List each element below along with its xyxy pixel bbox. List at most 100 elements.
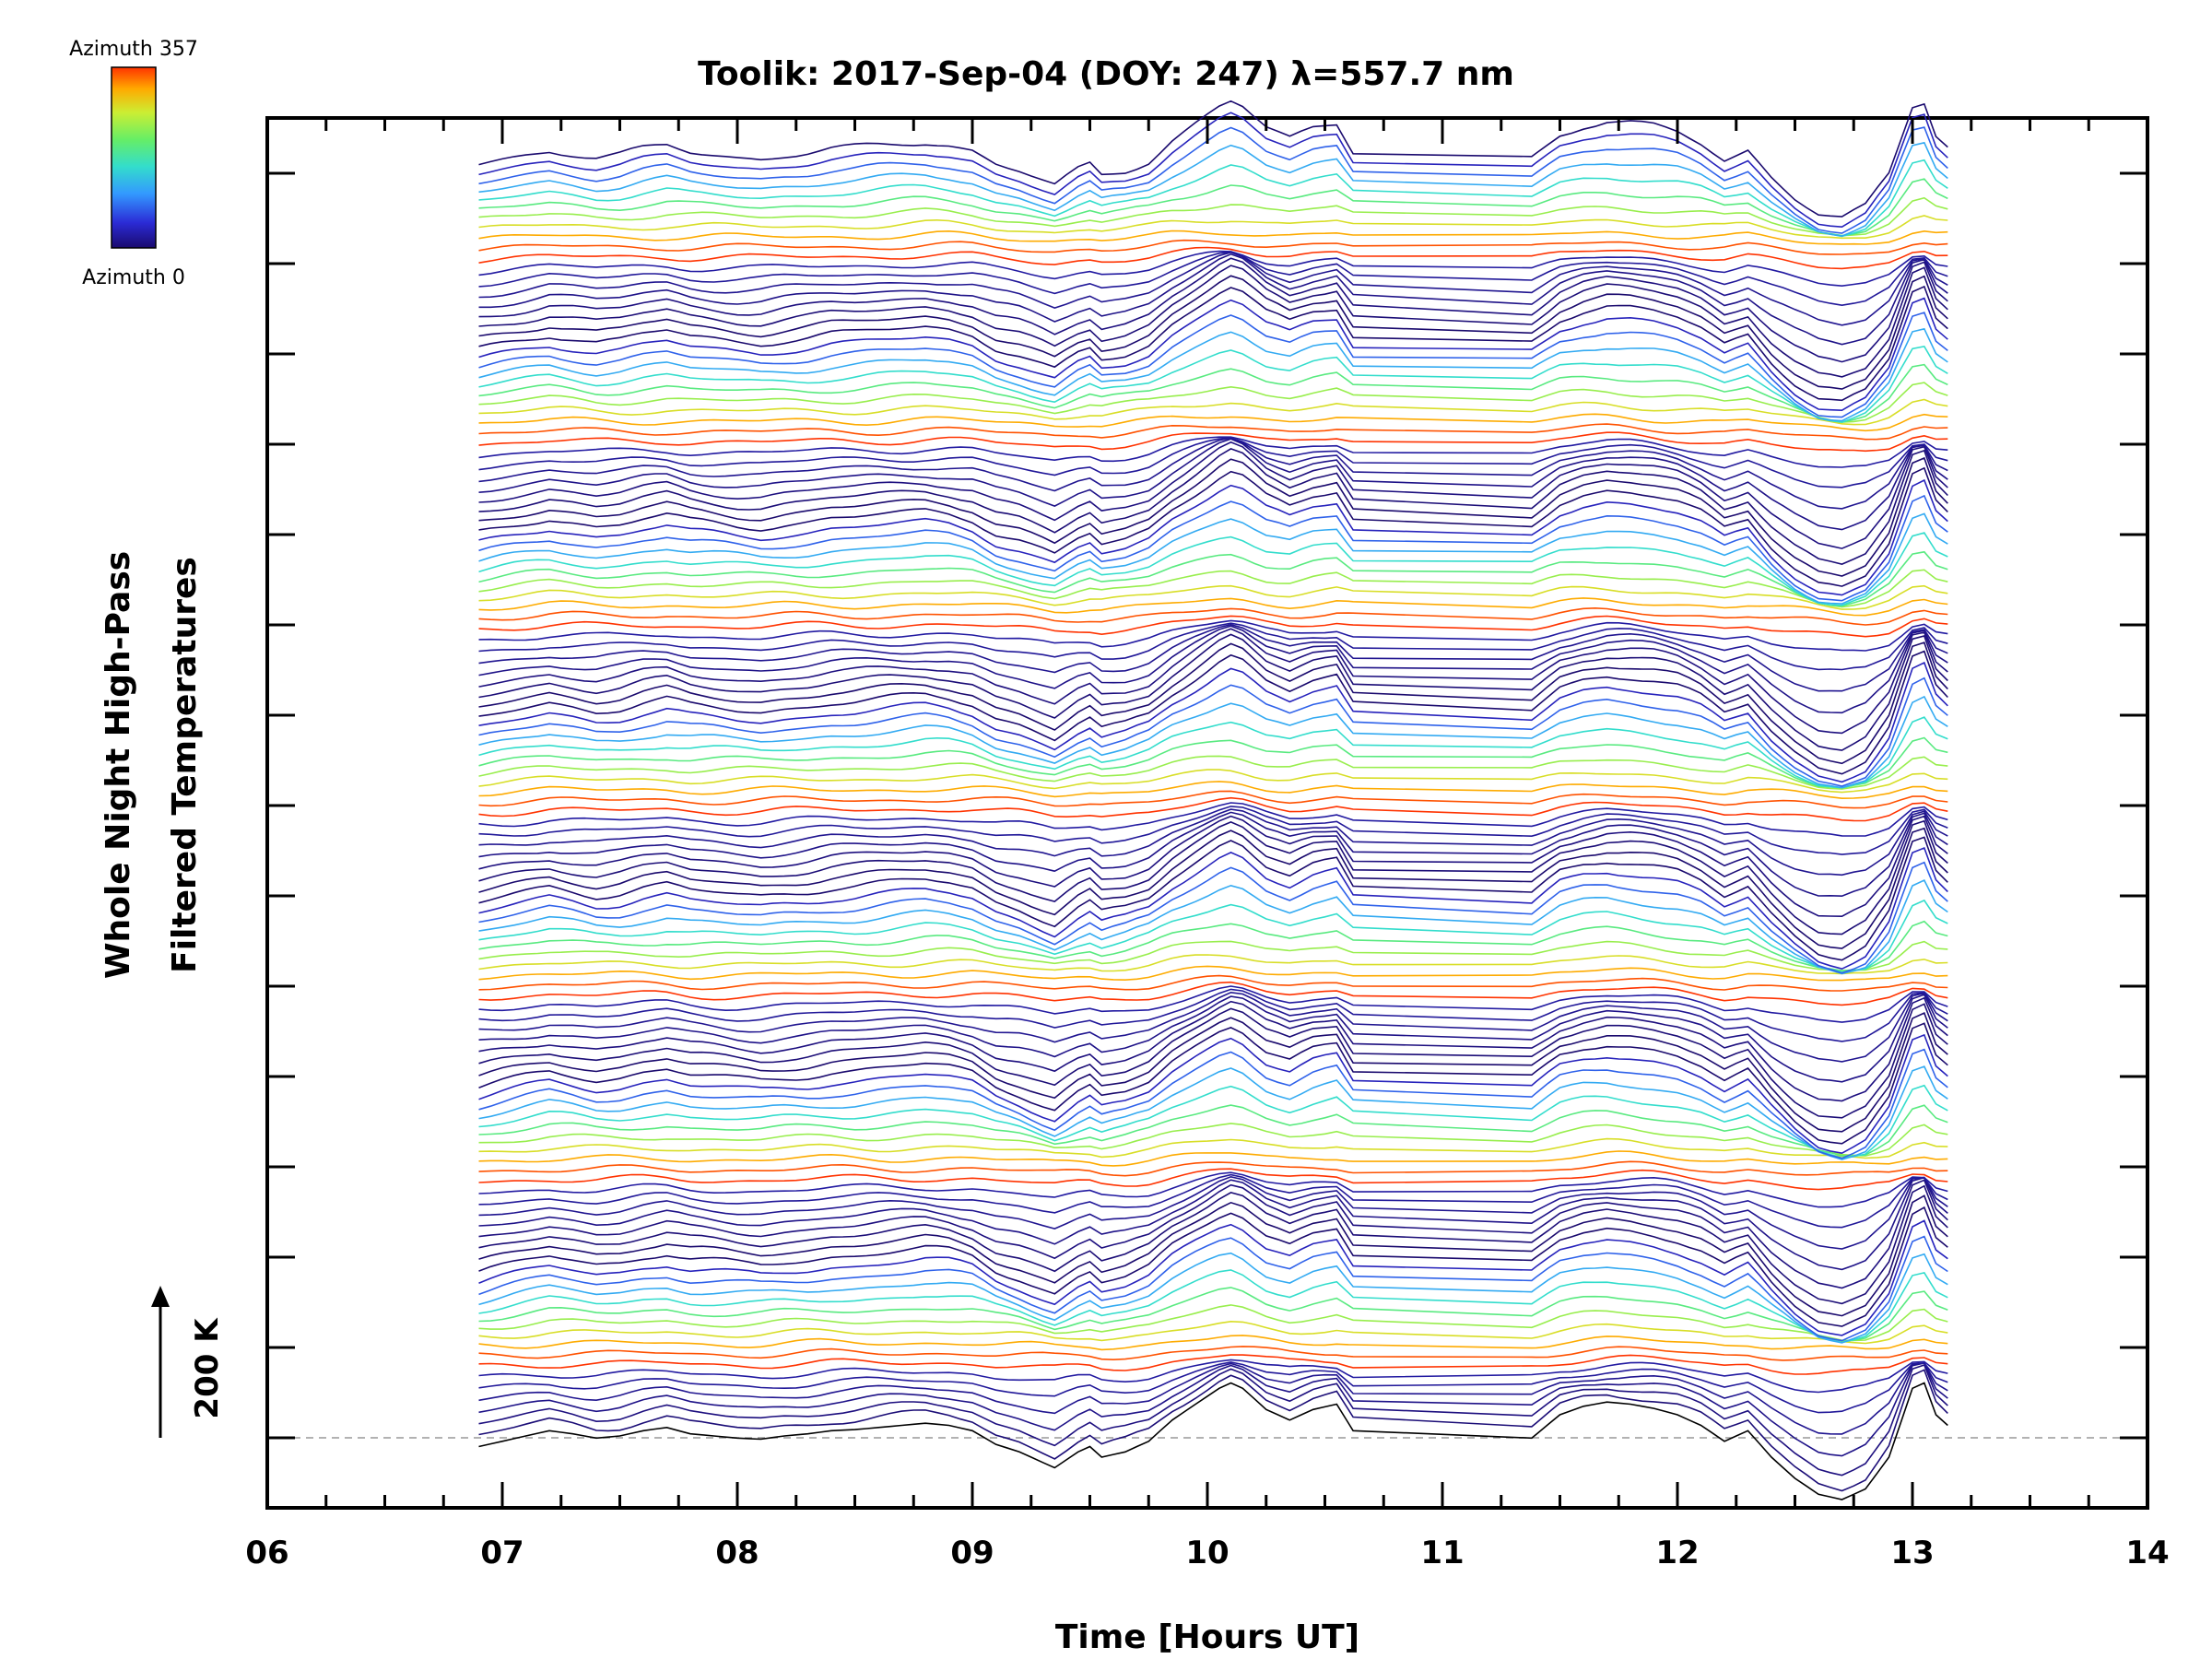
series-line <box>478 382 1948 423</box>
series-line <box>478 861 1948 974</box>
series-line <box>478 790 1948 809</box>
series-line <box>478 1173 1948 1229</box>
series-line <box>478 1362 1948 1435</box>
series-line <box>478 661 1948 783</box>
series-line <box>478 1179 1948 1289</box>
series-line <box>478 239 1948 255</box>
series-line <box>478 1003 1948 1119</box>
series-line <box>478 606 1948 626</box>
series-line <box>478 806 1948 855</box>
x-tick-label: 10 <box>1185 1535 1229 1571</box>
x-axis-label: Time [Hours UT] <box>1055 1618 1359 1656</box>
series-line <box>478 819 1948 935</box>
series-line <box>478 641 1948 765</box>
series-line <box>478 736 1948 789</box>
series-line <box>478 1304 1948 1342</box>
series-line <box>478 1369 1948 1492</box>
series-line <box>478 1320 1948 1345</box>
series-line <box>478 252 1948 326</box>
series-line <box>478 615 1948 638</box>
series-line <box>478 438 1948 531</box>
series-line <box>478 251 1948 307</box>
series-line <box>478 550 1948 607</box>
series-line <box>478 126 1948 234</box>
data-lines <box>478 100 1948 1500</box>
series-line <box>478 808 1948 877</box>
series-line <box>478 920 1948 972</box>
colorbar-bottom-label: Azimuth 0 <box>82 266 185 289</box>
series-line <box>478 940 1948 972</box>
series-line <box>478 981 1948 1006</box>
series-line <box>478 1012 1948 1133</box>
series-line <box>478 1346 1948 1361</box>
series-line <box>478 178 1948 237</box>
series-line <box>478 229 1948 245</box>
scale-bar-label: 200 K <box>189 1317 226 1419</box>
series-line <box>478 584 1948 610</box>
series-line <box>478 994 1948 1083</box>
series-line <box>478 312 1948 418</box>
series-line <box>478 996 1948 1102</box>
series-line <box>478 1175 1948 1250</box>
series-line <box>478 285 1948 402</box>
series-line <box>478 815 1948 918</box>
series-line <box>478 1160 1948 1177</box>
series-line <box>478 1335 1948 1351</box>
x-tick-label: 09 <box>950 1535 994 1571</box>
series-line <box>478 437 1948 510</box>
x-tick-label: 07 <box>480 1535 524 1571</box>
colorbar-gradient <box>111 66 157 249</box>
series-line <box>478 1269 1948 1344</box>
scale-bar: 200 K <box>151 1286 226 1438</box>
series-line <box>478 1219 1948 1336</box>
series-line <box>478 448 1948 565</box>
series-line <box>478 802 1948 837</box>
series-line <box>478 1354 1948 1375</box>
series-line <box>478 1359 1948 1394</box>
series-line <box>478 423 1948 441</box>
series-line <box>478 100 1948 218</box>
x-tick-label: 08 <box>715 1535 759 1571</box>
series-line <box>478 346 1948 423</box>
y-axis-label-line2: Filtered Temperatures <box>166 557 204 973</box>
colorbar: Azimuth 357 Azimuth 0 <box>69 38 198 289</box>
colorbar-top-label: Azimuth 357 <box>69 38 198 61</box>
series-line <box>478 1123 1948 1157</box>
series-line <box>478 1235 1948 1342</box>
series-line <box>478 297 1948 412</box>
series-line <box>478 988 1948 1042</box>
scale-arrow-head <box>151 1286 170 1307</box>
series-line <box>478 836 1948 961</box>
series-line <box>478 985 1948 1023</box>
series-line <box>478 275 1948 390</box>
series-line <box>478 623 1948 692</box>
series-line <box>478 569 1948 608</box>
series-line <box>478 1084 1948 1159</box>
series-line <box>478 633 1948 751</box>
series-line <box>478 437 1948 488</box>
series-line <box>478 112 1948 229</box>
series-line <box>478 954 1948 975</box>
series-line <box>478 215 1948 240</box>
series-line <box>478 257 1948 363</box>
series-line <box>478 625 1948 714</box>
series-line <box>478 1150 1948 1167</box>
series-line <box>478 1171 1948 1208</box>
x-tick-label: 11 <box>1420 1535 1464 1571</box>
series-line <box>478 755 1948 790</box>
series-line <box>478 327 1948 422</box>
series-line <box>478 716 1948 789</box>
series-line <box>478 1022 1948 1145</box>
series-line <box>478 1382 1948 1500</box>
series-line <box>478 436 1948 468</box>
x-tick-label: 06 <box>245 1535 288 1571</box>
series-line <box>478 1168 1948 1191</box>
x-tick-label: 14 <box>2125 1535 2169 1571</box>
series-line <box>478 1363 1948 1477</box>
series-line <box>478 974 1948 992</box>
series-line <box>478 628 1948 735</box>
series-line <box>478 1194 1948 1317</box>
series-line <box>478 1252 1948 1344</box>
series-line <box>478 398 1948 426</box>
